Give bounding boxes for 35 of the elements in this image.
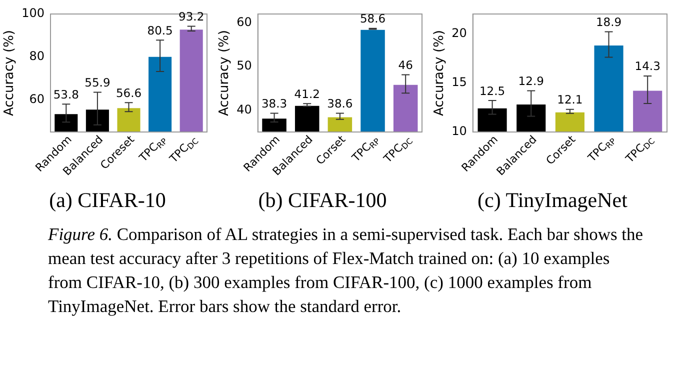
caption: Figure 6. Comparison of AL strategies in a semi-supervised task. Each bar shows the mean test accuracy after 3 repetitions of Flex-Match trained on: (a) 10 examples from CIFAR-10, (b) 300 examples from CIFAR-100, (c) 1000 examples from TinyImageNet. Error bars show the standard error. — [48, 223, 644, 318]
y-axis-title: Accuracy (%) — [432, 30, 448, 116]
text: (b) CIFAR-100 — [257, 188, 388, 213]
data-label: 12.1 — [557, 92, 583, 107]
y-tick-label: 20 — [452, 26, 467, 40]
data-label: 12.5 — [479, 84, 506, 98]
x-tick-label: TPCRP — [584, 136, 618, 166]
data-label: 56.6 — [116, 86, 142, 100]
y-tick-label: 60 — [29, 92, 45, 106]
y-tick-label: 40 — [236, 102, 252, 116]
text: (c) TinyImageNet — [476, 188, 628, 213]
data-label: 12.9 — [518, 74, 544, 88]
y-tick-label: 60 — [236, 14, 252, 29]
y-tick-label: 50 — [236, 58, 252, 73]
y-axis-title: Accuracy (%) — [2, 30, 18, 116]
data-label: 38.3 — [261, 96, 288, 110]
data-label: 55.9 — [84, 76, 110, 90]
y-tick-label: 15 — [452, 74, 467, 89]
data-label: 93.2 — [178, 9, 204, 24]
x-tick-label: TPCDC — [622, 136, 657, 166]
data-label: 46 — [398, 58, 413, 72]
y-axis-title: Accuracy (%) — [217, 30, 232, 116]
y-tick-label: 100 — [22, 6, 45, 20]
y-tick-label: 10 — [452, 124, 467, 138]
y-tick-label: 80 — [29, 49, 45, 64]
x-tick-label: TPCRP — [348, 136, 382, 166]
data-label: 38.6 — [327, 96, 353, 110]
data-label: 41.2 — [294, 86, 320, 101]
data-label: 14.3 — [634, 59, 660, 74]
data-label: 80.5 — [147, 23, 173, 38]
data-label: 58.6 — [360, 12, 386, 26]
data-label: 18.9 — [596, 14, 622, 29]
text: (a) CIFAR-10 — [48, 188, 167, 213]
x-tick-label: TPCDC — [380, 136, 415, 166]
data-label: 53.8 — [53, 87, 79, 102]
